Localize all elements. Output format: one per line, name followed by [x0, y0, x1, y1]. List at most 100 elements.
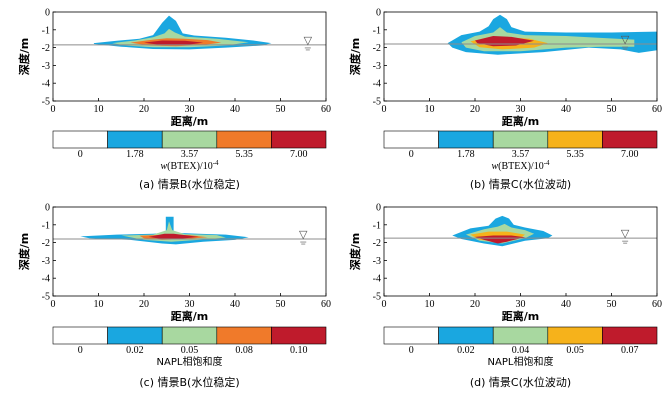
x-tick-label: 10 — [94, 104, 104, 115]
x-tick-label: 0 — [382, 299, 387, 310]
colorbar-label: 0.02 — [457, 345, 475, 356]
colorbar-swatch-2 — [493, 327, 548, 344]
panel-b: ▽ 0 10 20 30 40 50 60 0 -1 -2 -3 -4 -5 距离/m 深度/m 0 1.78 3.… — [348, 8, 662, 192]
y-tick-label: -3 — [42, 256, 50, 267]
colorbar-swatch-0 — [53, 327, 108, 344]
x-tick-label: 60 — [652, 299, 662, 310]
colorbar-label: 0 — [78, 345, 83, 356]
x-axis-label: 距离/m — [502, 114, 539, 128]
y-tick-label: -3 — [373, 61, 381, 72]
water-table-symbol: ▽ — [621, 34, 630, 46]
colorbar-label: 0.07 — [621, 345, 639, 356]
x-tick-label: 50 — [607, 104, 617, 115]
x-tick-label: 30 — [516, 299, 526, 310]
colorbar-label: 5.35 — [235, 149, 253, 160]
colorbar-label: 0.02 — [126, 345, 144, 356]
colorbar-title-text: NAPL相饱和度 — [157, 355, 223, 368]
y-tick-label: -5 — [42, 292, 50, 303]
colorbar-swatch-0 — [384, 131, 439, 148]
colorbar-swatch-1 — [439, 327, 494, 344]
x-tick-label: 40 — [561, 104, 571, 115]
colorbar-label: 0.04 — [512, 345, 530, 356]
y-tick-label: -1 — [42, 220, 50, 231]
x-tick-label: 30 — [185, 104, 195, 115]
x-tick-label: 0 — [51, 104, 56, 115]
x-tick-label: 0 — [51, 299, 56, 310]
y-tick-label: -2 — [42, 238, 50, 249]
figure-canvas: ▽ 0 10 20 30 40 50 60 0 -1 -2 -3 -4 -5 距离/m 深度/m 0 1.78 3.… — [0, 0, 672, 401]
colorbar-swatch-0 — [384, 327, 439, 344]
water-table-symbol: ▽ — [299, 229, 308, 241]
colorbar-label: 5.35 — [566, 149, 584, 160]
panel-c: ▽ 0 10 20 30 40 50 60 0 -1 -2 -3 -4 -5 距离/m 深度/m 0 0.02 0.… — [17, 203, 331, 390]
x-tick-label: 50 — [276, 104, 286, 115]
colorbar-title: NAPL相饱和度 — [157, 355, 223, 368]
colorbar-swatch-4 — [271, 327, 326, 344]
y-tick-label: 0 — [45, 203, 50, 214]
y-tick-label: -4 — [373, 79, 381, 90]
y-axis-label: 深度/m — [17, 233, 31, 270]
panel-caption: (d) 情景C(水位波动) — [470, 375, 571, 389]
y-axis-label: 深度/m — [348, 38, 362, 75]
y-tick-label: -2 — [373, 238, 381, 249]
colorbar-label: 1.78 — [457, 149, 475, 160]
x-tick-label: 20 — [470, 104, 480, 115]
colorbar-title: NAPL相饱和度 — [488, 355, 554, 368]
colorbar-swatch-0 — [53, 131, 108, 148]
x-tick-label: 60 — [321, 299, 331, 310]
y-tick-label: 0 — [376, 203, 381, 214]
x-tick-label: 40 — [230, 104, 240, 115]
x-tick-label: 40 — [230, 299, 240, 310]
colorbar-swatch-3 — [217, 131, 272, 148]
colorbar-swatch-4 — [602, 131, 657, 148]
y-tick-label: -2 — [42, 43, 50, 54]
colorbar-label: 3.57 — [512, 149, 530, 160]
colorbar-swatch-3 — [217, 327, 272, 344]
water-table-symbol: ▽ — [304, 35, 313, 47]
x-tick-label: 30 — [516, 104, 526, 115]
y-tick-label: -5 — [42, 97, 50, 108]
y-tick-label: -1 — [373, 25, 381, 36]
colorbar-label: 1.78 — [126, 149, 144, 160]
colorbar-label: 7.00 — [621, 149, 639, 160]
x-tick-label: 40 — [561, 299, 571, 310]
x-tick-label: 10 — [425, 299, 435, 310]
colorbar-swatch-4 — [271, 131, 326, 148]
panel-caption: (a) 情景B(水位稳定) — [139, 177, 240, 191]
colorbar-label: 0 — [409, 149, 414, 160]
colorbar-label: 3.57 — [181, 149, 199, 160]
y-tick-label: -4 — [42, 79, 50, 90]
colorbar-label: 0 — [409, 345, 414, 356]
x-tick-label: 20 — [139, 299, 149, 310]
plot-frame — [53, 207, 326, 296]
water-table-symbol: ▽ — [621, 228, 630, 240]
colorbar-label: 7.00 — [290, 149, 308, 160]
x-tick-label: 50 — [607, 299, 617, 310]
x-tick-label: 60 — [321, 104, 331, 115]
x-tick-label: 10 — [94, 299, 104, 310]
colorbar-label: 0 — [78, 149, 83, 160]
y-tick-label: -1 — [373, 220, 381, 231]
colorbar-label: 0.05 — [566, 345, 584, 356]
colorbar-swatch-3 — [548, 327, 603, 344]
plot-frame — [384, 207, 657, 296]
colorbar-title-exponent: -4 — [213, 159, 219, 167]
colorbar-label: 0.08 — [235, 345, 253, 356]
colorbar-title: w(BTEX)/10-4 — [491, 159, 550, 172]
panel-a: ▽ 0 10 20 30 40 50 60 0 -1 -2 -3 -4 -5 距离/m 深度/m 0 1.78 3.… — [17, 8, 331, 192]
y-tick-label: -5 — [373, 292, 381, 303]
y-tick-label: -5 — [373, 97, 381, 108]
colorbar-title-text: (BTEX)/10 — [167, 161, 213, 172]
colorbar-swatch-2 — [162, 131, 217, 148]
y-tick-label: 0 — [45, 8, 50, 19]
y-tick-label: -1 — [42, 25, 50, 36]
y-axis-label: 深度/m — [17, 38, 31, 75]
x-tick-label: 30 — [185, 299, 195, 310]
colorbar-swatch-2 — [493, 131, 548, 148]
colorbar-label: 0.05 — [181, 345, 199, 356]
panel-caption: (c) 情景B(水位稳定) — [139, 375, 239, 389]
colorbar-title: w(BTEX)/10-4 — [160, 159, 219, 172]
y-tick-label: -3 — [373, 256, 381, 267]
colorbar-swatch-3 — [548, 131, 603, 148]
colorbar-title-text: NAPL相饱和度 — [488, 355, 554, 368]
